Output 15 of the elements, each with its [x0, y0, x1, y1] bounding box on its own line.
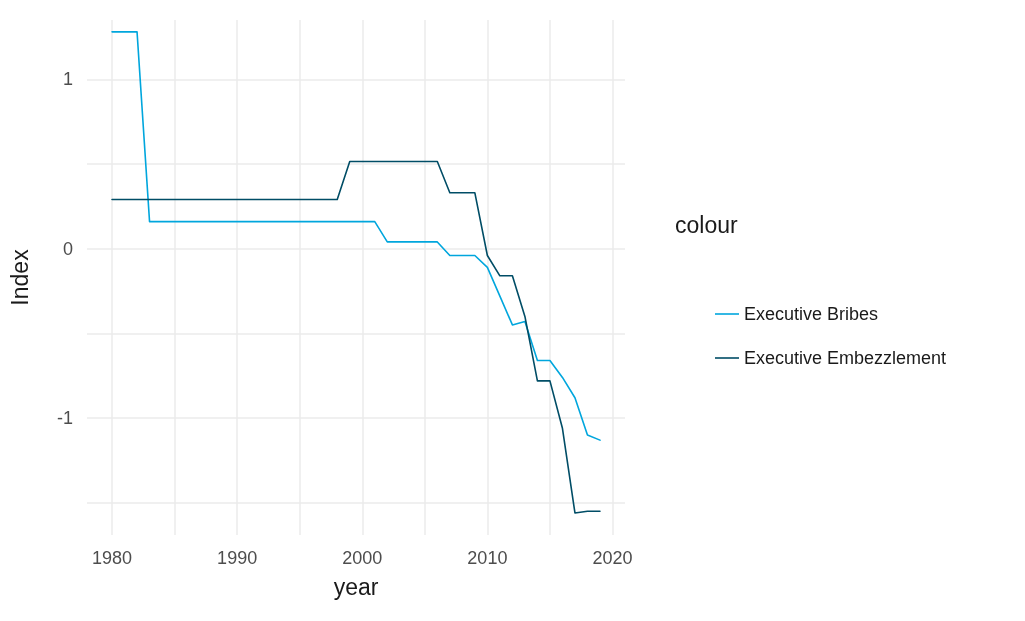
x-tick-label: 1990: [217, 548, 258, 568]
y-tick-label: 1: [62, 69, 73, 90]
x-tick-label: 2010: [467, 548, 508, 568]
x-tick-label: 2020: [592, 548, 633, 568]
legend-label: Executive Bribes: [744, 304, 879, 324]
x-axis-title: year: [333, 573, 379, 600]
legend-title: colour: [675, 211, 738, 238]
y-axis-title: Index: [6, 248, 33, 306]
line-series: [111, 160, 601, 514]
x-tick-label: 2000: [342, 548, 383, 568]
y-tick-label: 0: [62, 238, 73, 259]
line-series: [111, 31, 601, 441]
y-tick-label: -1: [56, 408, 73, 429]
x-tick-label: 1980: [92, 548, 133, 568]
legend-label: Executive Embezzlement: [744, 348, 947, 368]
